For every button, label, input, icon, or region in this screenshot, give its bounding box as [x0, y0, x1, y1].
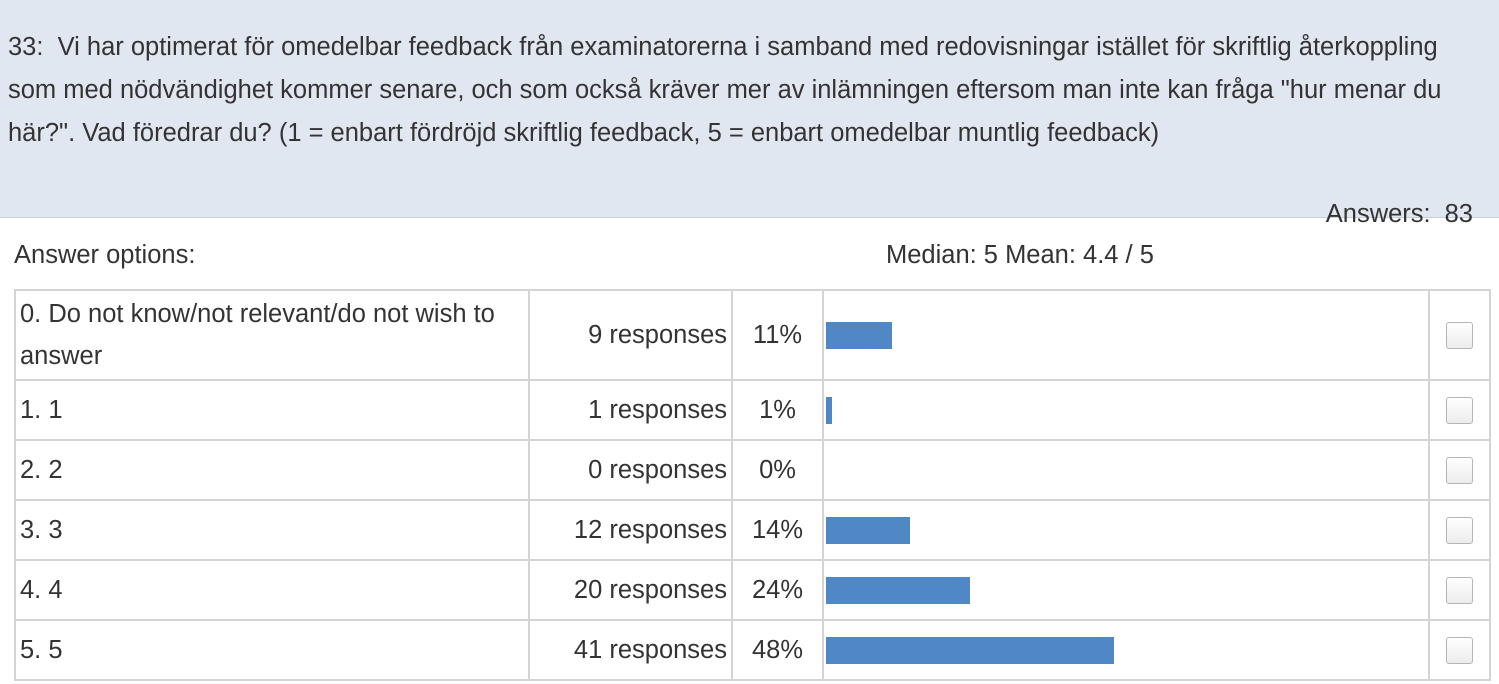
question-number: 33:	[8, 33, 44, 61]
answer-options-label: Answer options:	[14, 241, 196, 269]
response-percent: 0%	[731, 439, 824, 501]
table-row: 3. 3 12 responses 14%	[14, 499, 1491, 561]
table-row: 5. 5 41 responses 48%	[14, 619, 1491, 681]
response-count: 0 responses	[528, 439, 733, 501]
response-count: 1 responses	[528, 379, 733, 441]
table-row: 2. 2 0 responses 0%	[14, 439, 1491, 501]
bar-cell	[822, 499, 1430, 561]
option-label: 4. 4	[14, 559, 530, 621]
select-cell	[1428, 379, 1491, 441]
row-checkbox[interactable]	[1446, 517, 1473, 545]
response-count: 41 responses	[528, 619, 733, 681]
result-bar	[826, 516, 910, 544]
row-checkbox[interactable]	[1446, 457, 1473, 485]
answers-number: 83	[1444, 200, 1473, 228]
median-mean-stats: Median: 5 Mean: 4.4 / 5	[886, 241, 1154, 269]
bar-cell	[822, 379, 1430, 441]
response-count: 9 responses	[528, 289, 733, 381]
question-text: Vi har optimerat för omedelbar feedback …	[8, 33, 1442, 147]
option-label: 5. 5	[14, 619, 530, 681]
table-row: 1. 1 1 responses 1%	[14, 379, 1491, 441]
response-percent: 11%	[731, 289, 824, 381]
bar-cell	[822, 439, 1430, 501]
response-count: 20 responses	[528, 559, 733, 621]
response-percent: 48%	[731, 619, 824, 681]
row-checkbox[interactable]	[1446, 322, 1473, 350]
table-row: 4. 4 20 responses 24%	[14, 559, 1491, 621]
option-label: 2. 2	[14, 439, 530, 501]
select-cell	[1428, 499, 1491, 561]
option-label: 1. 1	[14, 379, 530, 441]
select-cell	[1428, 619, 1491, 681]
result-bar	[826, 576, 970, 604]
response-percent: 14%	[731, 499, 824, 561]
result-bar	[826, 636, 1114, 664]
response-percent: 1%	[731, 379, 824, 441]
option-label: 3. 3	[14, 499, 530, 561]
question-panel: 33: Vi har optimerat för omedelbar feedb…	[0, 0, 1499, 218]
select-cell	[1428, 439, 1491, 501]
bar-cell	[822, 619, 1430, 681]
bar-cell	[822, 559, 1430, 621]
select-cell	[1428, 559, 1491, 621]
option-label: 0. Do not know/not relevant/do not wish …	[14, 289, 530, 381]
row-checkbox[interactable]	[1446, 637, 1473, 665]
answers-count: Answers: 83	[1326, 200, 1473, 229]
result-bar	[826, 396, 832, 424]
answers-label: Answers:	[1325, 200, 1431, 228]
row-checkbox[interactable]	[1446, 577, 1473, 605]
table-row: 0. Do not know/not relevant/do not wish …	[14, 289, 1491, 381]
select-cell	[1428, 289, 1491, 381]
result-bar	[826, 321, 892, 349]
response-count: 12 responses	[528, 499, 733, 561]
row-checkbox[interactable]	[1446, 397, 1473, 425]
results-table: 0. Do not know/not relevant/do not wish …	[14, 289, 1491, 681]
bar-cell	[822, 289, 1430, 381]
response-percent: 24%	[731, 559, 824, 621]
